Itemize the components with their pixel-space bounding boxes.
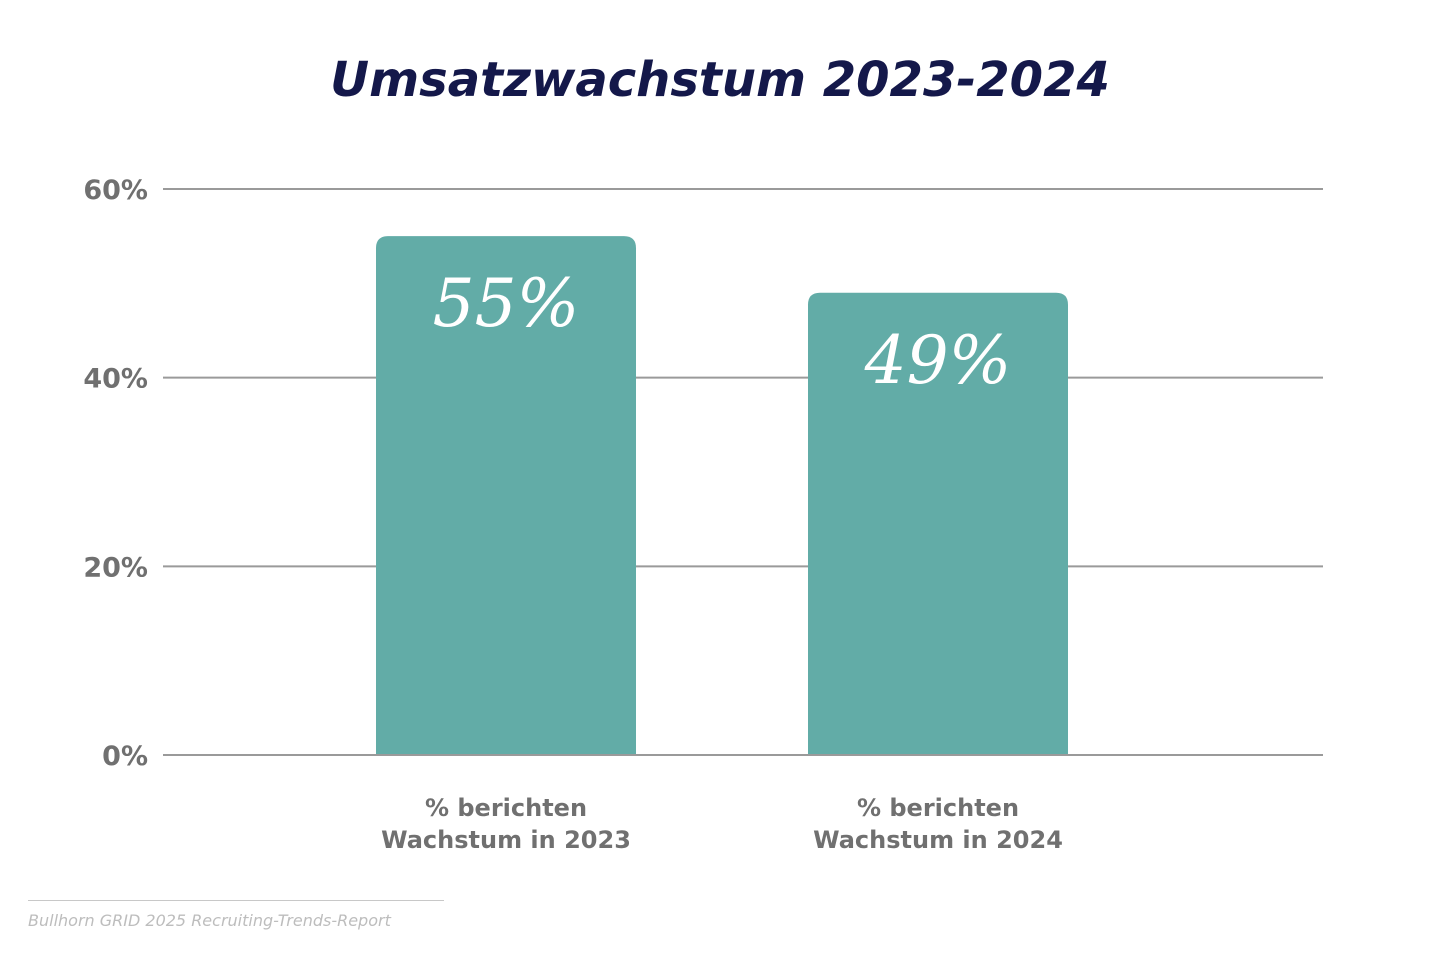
chart-title: Umsatzwachstum 2023-2024 <box>330 52 1110 108</box>
data-label: 49% <box>864 322 1012 399</box>
data-label: 55% <box>433 265 580 342</box>
source-note: Bullhorn GRID 2025 Recruiting-Trends-Rep… <box>28 911 391 930</box>
y-tick-label: 0% <box>102 741 148 772</box>
bar <box>808 292 1068 755</box>
source-divider <box>28 900 444 901</box>
y-tick-label: 40% <box>83 364 148 395</box>
y-tick-label: 60% <box>83 175 148 206</box>
x-category-label: % berichten <box>425 794 587 822</box>
x-category-label: Wachstum in 2023 <box>381 826 631 854</box>
x-category-label: % berichten <box>857 794 1019 822</box>
bar <box>376 236 636 755</box>
x-category-label: Wachstum in 2024 <box>813 826 1063 854</box>
y-tick-label: 20% <box>83 552 148 583</box>
